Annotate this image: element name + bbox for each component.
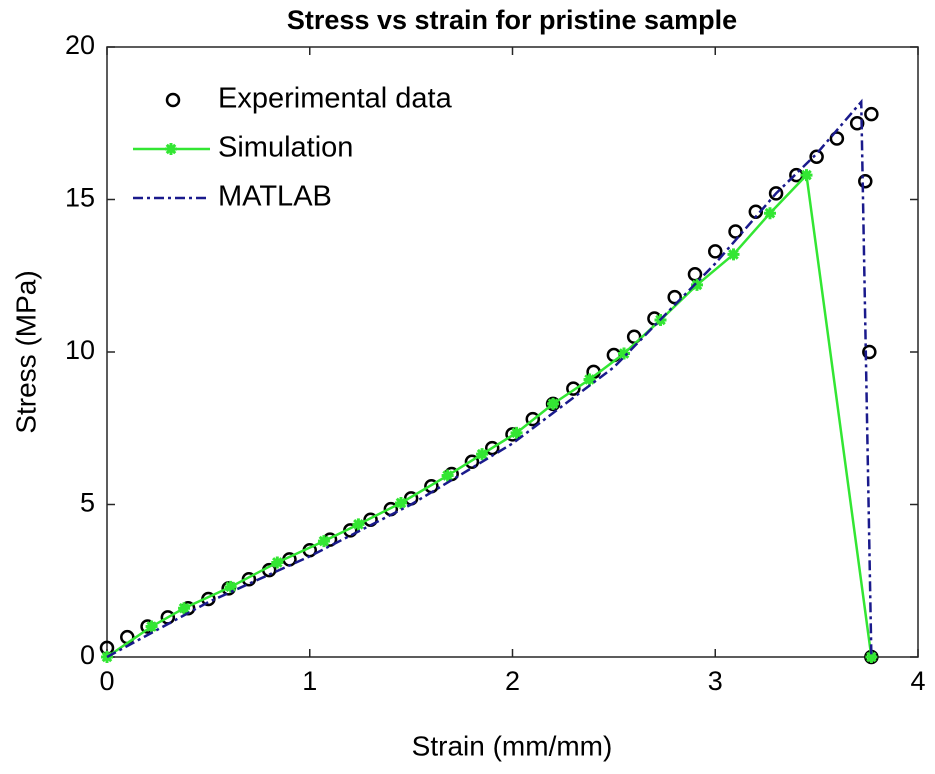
x-tick-label: 3 <box>708 666 723 696</box>
star-marker <box>727 248 740 261</box>
x-tick-label: 1 <box>302 666 317 696</box>
circle-marker <box>221 581 236 596</box>
x-tick-label: 4 <box>910 666 925 696</box>
y-tick-label: 10 <box>65 335 95 365</box>
star-marker <box>224 580 237 593</box>
star-marker <box>441 469 454 482</box>
circle-marker <box>809 149 824 165</box>
star-marker <box>691 278 704 291</box>
star-marker <box>317 535 330 548</box>
circle-marker <box>768 186 784 201</box>
circle-marker <box>708 244 723 259</box>
circle-marker <box>525 411 541 427</box>
star-marker <box>583 373 596 386</box>
y-axis-label: Stress (MPa) <box>10 270 41 433</box>
star-marker <box>352 518 365 531</box>
circle-marker <box>464 454 480 470</box>
circle-marker <box>667 289 682 305</box>
chart-title: Stress vs strain for pristine sample <box>287 5 737 35</box>
y-tick-label: 0 <box>80 640 95 670</box>
star-marker <box>145 620 158 633</box>
star-marker <box>178 602 191 615</box>
circle-marker <box>829 131 845 146</box>
circle-marker <box>862 344 877 360</box>
series-line <box>106 98 873 659</box>
legend-marker <box>165 92 181 108</box>
circle-marker <box>566 381 581 396</box>
star-marker <box>547 397 560 410</box>
star-marker <box>271 556 284 569</box>
circle-marker <box>687 266 703 282</box>
x-axis-label: Strain (mm/mm) <box>412 730 613 761</box>
legend-label: Simulation <box>218 132 353 164</box>
series-line <box>106 172 873 659</box>
y-tick-label: 20 <box>65 30 95 60</box>
star-marker <box>763 207 776 220</box>
star-marker <box>618 347 631 360</box>
y-tick-label: 15 <box>65 183 95 213</box>
star-marker <box>165 143 177 155</box>
x-tick-label: 2 <box>505 666 520 696</box>
circle-marker <box>849 116 865 131</box>
x-tick-label: 0 <box>99 666 114 696</box>
legend-label: Experimental data <box>218 83 453 115</box>
legend-label: MATLAB <box>218 181 332 213</box>
star-marker <box>394 496 407 509</box>
circle-marker <box>864 106 879 122</box>
star-marker <box>865 651 878 663</box>
y-tick-label: 5 <box>80 488 95 518</box>
circle-marker <box>484 440 500 456</box>
star-marker <box>476 448 489 461</box>
star-marker <box>800 169 813 182</box>
circle-marker <box>728 224 743 239</box>
circle-marker <box>858 173 873 189</box>
star-marker <box>510 426 523 439</box>
